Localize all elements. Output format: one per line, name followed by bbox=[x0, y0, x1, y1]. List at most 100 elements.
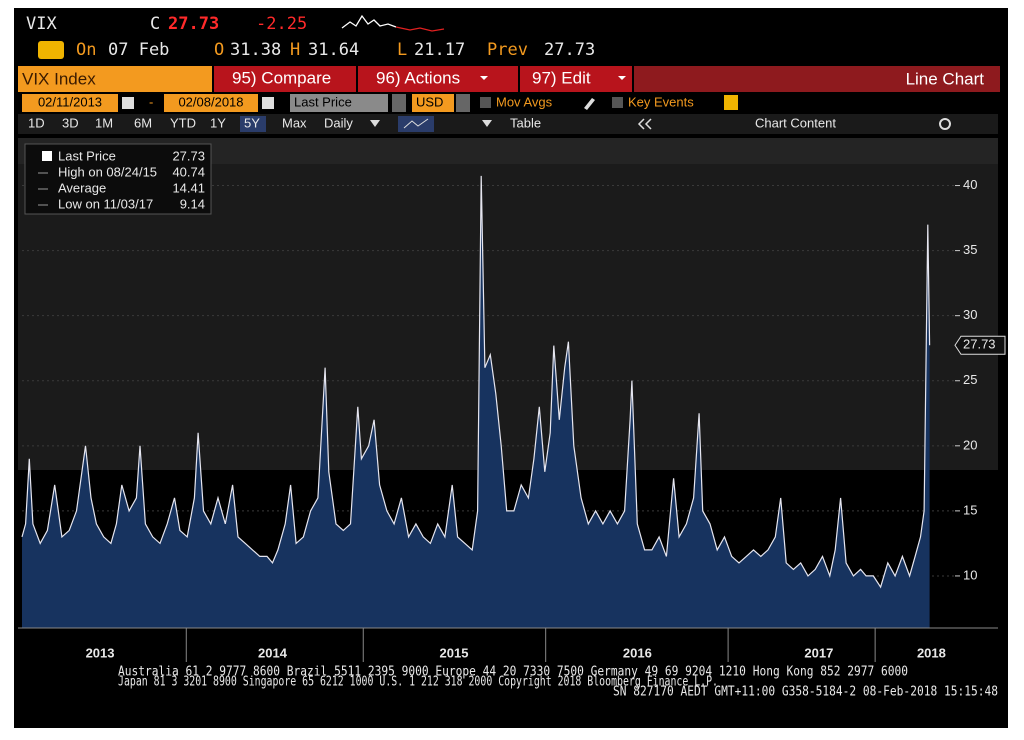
legend bbox=[24, 143, 212, 215]
sparkline bbox=[341, 14, 397, 29]
currency-box[interactable] bbox=[412, 94, 454, 112]
mov-avgs: Mov Avgs bbox=[496, 94, 553, 109]
security-box[interactable] bbox=[18, 66, 212, 92]
date: 07 Feb bbox=[108, 40, 169, 60]
ticker: VIX bbox=[26, 14, 57, 34]
chart-content[interactable]: Chart Content bbox=[755, 115, 836, 130]
calendar-icon[interactable] bbox=[122, 97, 134, 109]
dropdown-arrow bbox=[482, 120, 492, 127]
info-icon[interactable] bbox=[724, 95, 738, 110]
on-label: On bbox=[76, 40, 96, 60]
view-box bbox=[634, 66, 1000, 92]
legend-label: Low on 11/03/17 bbox=[58, 196, 153, 211]
high-label: H bbox=[290, 40, 300, 60]
periods: 1D 3D 1M 6M YTD 1Y 5Y Max bbox=[28, 115, 307, 132]
y-tick-label: 20 bbox=[963, 437, 977, 452]
button[interactable] bbox=[520, 66, 632, 92]
legend-swatch bbox=[42, 151, 52, 161]
date-separator: - bbox=[149, 94, 153, 109]
low-label: L bbox=[397, 40, 407, 60]
key-events: Key Events bbox=[628, 94, 694, 109]
view: Line Chart bbox=[906, 69, 985, 88]
sparkline bbox=[395, 26, 445, 32]
dropdown[interactable] bbox=[456, 94, 470, 112]
legend-value: 9.14 bbox=[180, 196, 205, 211]
x-tick-label: 2016 bbox=[623, 645, 652, 660]
open: 31.38 bbox=[230, 40, 281, 60]
button-label: 95) Compare bbox=[232, 68, 331, 87]
prev-label: Prev bbox=[487, 40, 528, 60]
date-field[interactable] bbox=[22, 94, 118, 112]
x-tick-label: 2017 bbox=[804, 645, 833, 660]
period[interactable]: 6M bbox=[134, 115, 152, 130]
high: 31.64 bbox=[308, 40, 359, 60]
field-box[interactable] bbox=[290, 94, 388, 112]
period-bar bbox=[18, 114, 998, 134]
legend-label: Last Price bbox=[58, 148, 116, 163]
dropdown-arrow bbox=[618, 76, 626, 80]
legend-label: High on 08/24/15 bbox=[58, 164, 157, 179]
period[interactable]: Max bbox=[282, 115, 307, 130]
x-tick-label: 2014 bbox=[258, 645, 288, 660]
pencil-icon[interactable] bbox=[584, 98, 595, 110]
prev: 27.73 bbox=[544, 40, 595, 60]
collapse-icon[interactable] bbox=[637, 118, 652, 130]
footer-line: Australia 61 2 9777 8600 Brazil 5511 239… bbox=[118, 665, 908, 680]
x-tick-label: 2018 bbox=[917, 645, 946, 660]
footer-line: Japan 81 3 3201 8900 Singapore 65 6212 1… bbox=[118, 675, 718, 690]
period[interactable]: 3D bbox=[62, 115, 79, 130]
calendar-icon[interactable] bbox=[262, 97, 274, 109]
security: VIX Index bbox=[22, 69, 96, 88]
last-value-label: 27.73 bbox=[963, 337, 996, 352]
y-tick-label: 25 bbox=[963, 372, 977, 387]
last-value-box bbox=[954, 335, 1006, 355]
dropdown[interactable] bbox=[392, 94, 406, 112]
dropdown-arrow bbox=[370, 120, 380, 127]
button[interactable] bbox=[214, 66, 356, 92]
y-tick-label: 40 bbox=[963, 177, 977, 192]
line bbox=[21, 175, 931, 589]
close-label: C bbox=[150, 14, 160, 34]
active-period bbox=[240, 116, 266, 132]
x-tick-label: 2013 bbox=[86, 645, 115, 660]
close: 27.73 bbox=[168, 14, 219, 34]
checkbox[interactable] bbox=[480, 97, 491, 108]
open-label: O bbox=[214, 40, 224, 60]
legend-label: Average bbox=[58, 180, 106, 195]
legend-value: 40.74 bbox=[172, 164, 205, 179]
end-date: 02/08/2018 bbox=[178, 94, 243, 109]
area bbox=[22, 175, 930, 628]
low: 21.17 bbox=[414, 40, 465, 60]
currency: USD bbox=[416, 94, 443, 109]
change: -2.25 bbox=[256, 14, 307, 34]
dropdown-arrow bbox=[480, 76, 488, 80]
frequency[interactable]: Daily bbox=[324, 115, 353, 130]
icon[interactable] bbox=[38, 41, 64, 59]
button-label: 96) Actions bbox=[376, 68, 460, 87]
legend-value: 14.41 bbox=[172, 180, 205, 195]
x-tick-label: 2015 bbox=[440, 645, 469, 660]
y-tick-label: 30 bbox=[963, 307, 977, 322]
button-label: 97) Edit bbox=[532, 68, 591, 87]
legend-stats: High on 08/24/15 40.74 Average 14.41 Low on … bbox=[38, 164, 205, 211]
y-tick-label: 10 bbox=[963, 567, 977, 582]
period[interactable]: YTD bbox=[170, 115, 196, 130]
date-field[interactable] bbox=[164, 94, 258, 112]
y-tick-label: 35 bbox=[963, 242, 977, 257]
period[interactable]: 1Y bbox=[210, 115, 226, 130]
start-date: 02/11/2013 bbox=[38, 94, 102, 109]
chart-icon-line bbox=[403, 118, 429, 129]
footer-line: SN 827170 AEDT GMT+11:00 G358-5184-2 08-… bbox=[613, 685, 998, 700]
button[interactable] bbox=[358, 66, 518, 92]
settings-icon[interactable] bbox=[939, 118, 951, 130]
checkbox[interactable] bbox=[612, 97, 623, 108]
legend-value: 27.73 bbox=[172, 148, 205, 163]
chart: 10 15 20 25 30 35 40 2013 2014 2015 2016 2017 2018 27… bbox=[18, 175, 1006, 662]
period[interactable]: 1D bbox=[28, 115, 45, 130]
field: Last Price bbox=[294, 94, 352, 109]
period[interactable]: 5Y bbox=[244, 115, 260, 130]
period[interactable]: 1M bbox=[95, 115, 113, 130]
table[interactable]: Table bbox=[510, 115, 541, 130]
